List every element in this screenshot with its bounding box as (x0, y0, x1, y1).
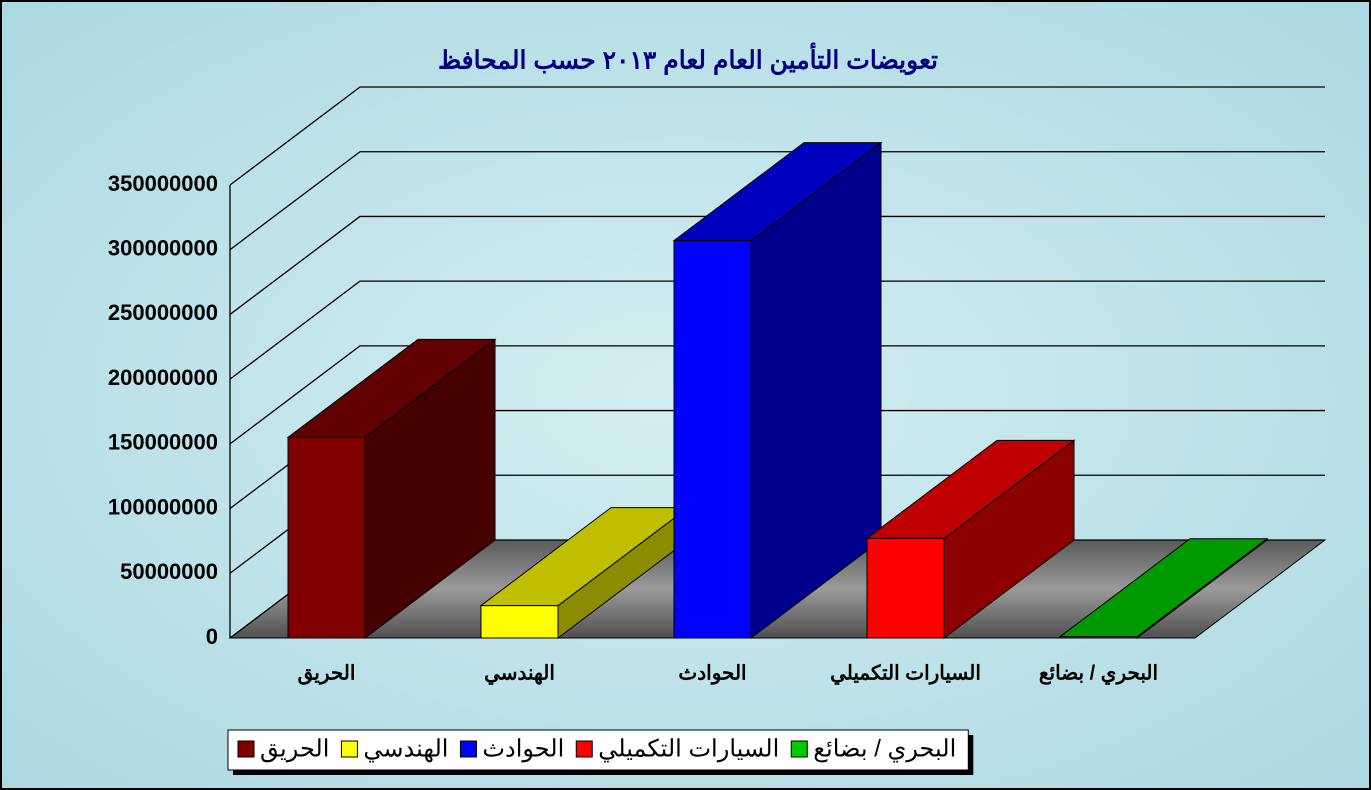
legend-swatch (790, 740, 808, 758)
legend-label: الحوادث (482, 735, 564, 762)
grid-line (229, 215, 1325, 315)
bar (865, 439, 1076, 640)
bar-front (480, 605, 559, 639)
grid-line (229, 345, 1325, 445)
y-tick-label: 50000000 (120, 559, 218, 584)
bar-front (673, 240, 752, 639)
legend-label: الحريق (260, 735, 329, 762)
legend-label: السيارات التكميلي (598, 735, 779, 762)
bar-front (866, 537, 945, 639)
y-tick-label: 0 (206, 624, 218, 649)
legend-label: الهندسي (363, 735, 448, 762)
x-tick-label: الحريق (298, 662, 356, 685)
legend: الحريق الهندسي الحوادث السيارات التكميلي الب… (227, 729, 974, 775)
grid-line (229, 86, 1325, 186)
y-tick-label: 350000000 (108, 171, 218, 196)
chart-title: تعويضات التأمين العام لعام ٢٠١٣ حسب المح… (438, 41, 938, 76)
bar (672, 141, 883, 640)
legend-swatch (237, 740, 255, 758)
y-tick-label: 150000000 (108, 430, 218, 455)
x-tick-label: البحري / بضائع (1039, 662, 1158, 685)
legend-swatch (575, 740, 593, 758)
bar (286, 338, 497, 640)
grid-line (229, 280, 1325, 380)
legend-swatch (340, 740, 358, 758)
bar (479, 506, 690, 640)
bar (1058, 537, 1269, 640)
x-tick-label: الحوادث (678, 662, 746, 685)
y-tick-label: 200000000 (108, 365, 218, 390)
y-tick-label: 300000000 (108, 236, 218, 261)
legend-swatch (459, 740, 477, 758)
legend-label: البحري / بضائع (813, 735, 956, 762)
bar-front (1059, 636, 1138, 639)
x-tick-label: الهندسي (484, 662, 555, 685)
x-tick-label: السيارات التكميلي (830, 662, 981, 685)
y-tick-label: 100000000 (108, 494, 218, 519)
grid-line (229, 151, 1325, 251)
bar-front (287, 436, 366, 639)
y-tick-label: 250000000 (108, 300, 218, 325)
